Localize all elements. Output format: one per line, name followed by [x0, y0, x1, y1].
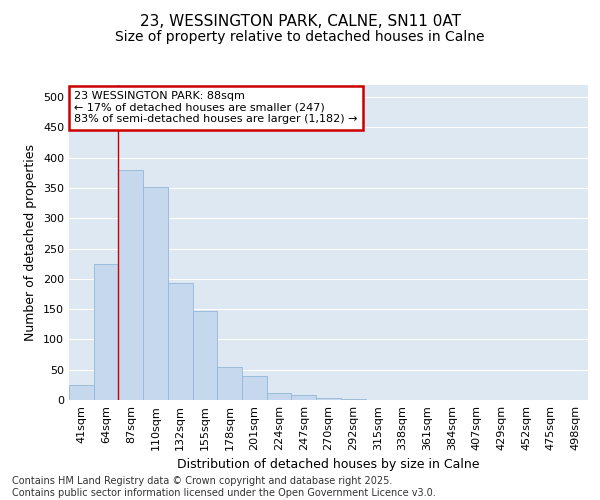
- Text: Contains HM Land Registry data © Crown copyright and database right 2025.
Contai: Contains HM Land Registry data © Crown c…: [12, 476, 436, 498]
- Text: Size of property relative to detached houses in Calne: Size of property relative to detached ho…: [115, 30, 485, 44]
- Y-axis label: Number of detached properties: Number of detached properties: [25, 144, 37, 341]
- Bar: [267, 394, 292, 400]
- Bar: [217, 366, 242, 400]
- Bar: [143, 187, 168, 400]
- X-axis label: Distribution of detached houses by size in Calne: Distribution of detached houses by size …: [177, 458, 480, 471]
- Text: 23, WESSINGTON PARK, CALNE, SN11 0AT: 23, WESSINGTON PARK, CALNE, SN11 0AT: [139, 14, 461, 29]
- Bar: [118, 170, 143, 400]
- Bar: [94, 264, 118, 400]
- Text: 23 WESSINGTON PARK: 88sqm
← 17% of detached houses are smaller (247)
83% of semi: 23 WESSINGTON PARK: 88sqm ← 17% of detac…: [74, 92, 358, 124]
- Bar: [316, 398, 341, 400]
- Bar: [242, 376, 267, 400]
- Bar: [193, 311, 217, 400]
- Bar: [341, 399, 365, 400]
- Bar: [168, 283, 193, 400]
- Bar: [292, 395, 316, 400]
- Bar: [69, 385, 94, 400]
